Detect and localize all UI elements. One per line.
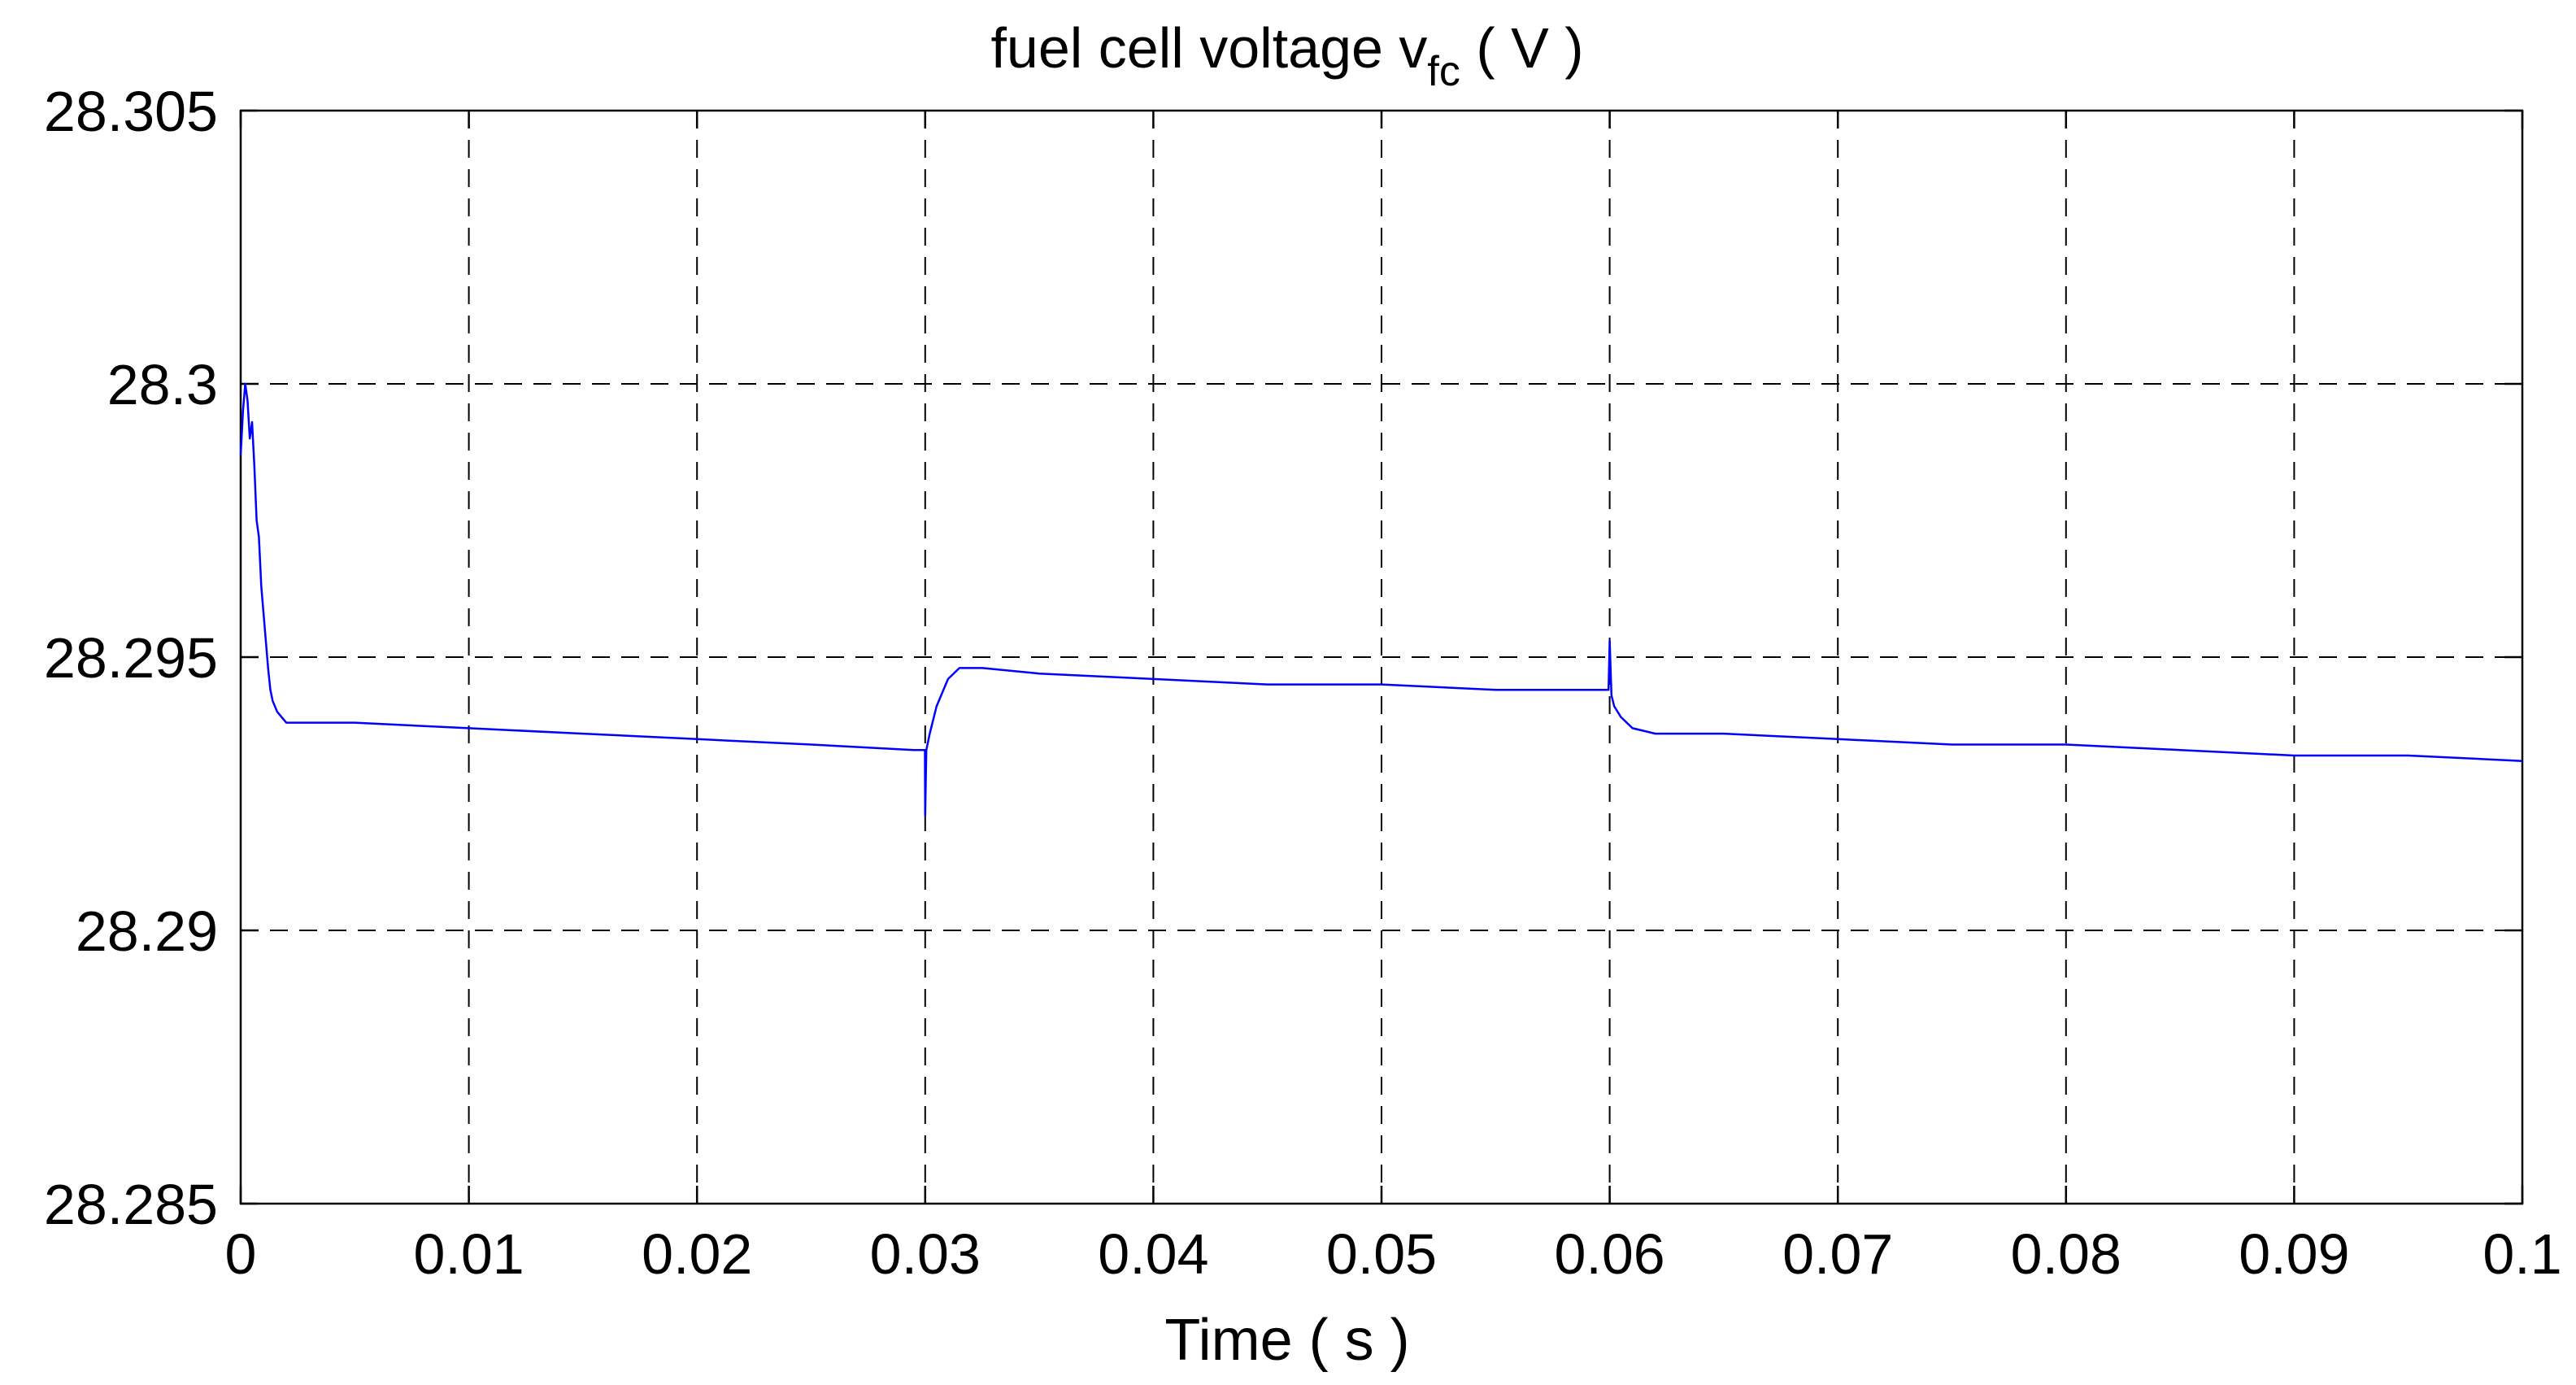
y-tick-labels: 28.305 28.3 28.295 28.29 28.285 [44, 80, 218, 1236]
data-point [2522, 760, 2523, 762]
data-point [981, 668, 983, 669]
x-tick-label: 0.04 [1098, 1222, 1208, 1286]
data-point [259, 536, 260, 538]
data-point [959, 668, 960, 669]
data-point [1495, 690, 1497, 691]
data-point [272, 700, 273, 702]
data-point [925, 749, 927, 751]
y-tick-label: 28.305 [44, 80, 218, 143]
data-point [1608, 690, 1609, 691]
data-point [1611, 695, 1612, 696]
data-point [947, 678, 949, 680]
data-point [245, 383, 246, 385]
x-tick-label: 0.1 [2482, 1222, 2561, 1286]
data-point [811, 744, 812, 746]
data-point [929, 733, 931, 734]
x-tick-label: 0.08 [2011, 1222, 2121, 1286]
x-tick-label: 0.06 [1554, 1222, 1664, 1286]
data-point [696, 738, 698, 740]
x-tick-label: 0 [225, 1222, 257, 1286]
chart-title-prefix: fuel cell voltage v [990, 16, 1427, 80]
data-point [913, 749, 915, 751]
data-point [1609, 640, 1611, 642]
data-point [265, 640, 267, 642]
data-point [2294, 755, 2295, 756]
x-tick-label: 0.02 [642, 1222, 752, 1286]
data-point [1723, 733, 1725, 734]
x-tick-labels: 0 0.01 0.02 0.03 0.04 0.05 0.06 0.07 0.08 0.09 0.1 [225, 1222, 2562, 1286]
chart-title: fuel cell voltage vfc ( V ) [990, 16, 1583, 95]
data-point [249, 438, 250, 439]
x-tick-label: 0.07 [1782, 1222, 1893, 1286]
data-point [936, 706, 938, 708]
y-tick-label: 28.3 [107, 353, 218, 416]
data-point [247, 399, 249, 401]
data-point [1621, 716, 1622, 718]
data-point [970, 668, 972, 669]
data-point [260, 586, 262, 587]
data-point [270, 690, 272, 691]
data-point [242, 411, 244, 412]
data-point [251, 421, 253, 423]
data-point [2179, 749, 2181, 751]
x-tick-label: 0.03 [870, 1222, 981, 1286]
data-point [925, 749, 926, 751]
data-point [1613, 706, 1615, 708]
data-point [281, 716, 283, 718]
data-point [285, 722, 287, 724]
data-point [582, 733, 584, 734]
data-point [1381, 684, 1382, 686]
data-point [1655, 733, 1656, 734]
x-tick-label: 0.01 [413, 1222, 524, 1286]
data-point [2408, 755, 2409, 756]
data-point [268, 668, 269, 669]
chart-title-suffix: ( V ) [1460, 16, 1584, 80]
data-point [468, 728, 470, 730]
data-point [355, 722, 356, 724]
data-point [1038, 673, 1040, 674]
x-axis-label: Time ( s ) [1164, 1308, 1409, 1373]
data-point [1153, 678, 1155, 680]
y-tick-label: 28.295 [44, 626, 218, 690]
axes [239, 109, 2524, 1205]
data-point [240, 455, 242, 456]
data-point [256, 520, 258, 521]
data-point [1604, 690, 1606, 691]
x-tick-label: 0.09 [2239, 1222, 2349, 1286]
data-point [2065, 744, 2067, 746]
y-tick-label: 28.29 [76, 899, 218, 963]
data-point [925, 815, 926, 817]
data-point [308, 722, 310, 724]
data-point [1952, 744, 1953, 746]
data-point [254, 465, 255, 467]
x-tick-label: 0.05 [1326, 1222, 1437, 1286]
series-line [239, 382, 2523, 817]
grid [241, 111, 2522, 1204]
data-point [1267, 684, 1268, 686]
y-tick-label: 28.285 [44, 1173, 218, 1236]
series-layer [239, 382, 2523, 817]
data-point [276, 711, 278, 712]
chart-title-subscript: fc [1427, 48, 1460, 95]
data-point [1632, 728, 1634, 730]
data-point [263, 612, 264, 614]
data-point [1837, 738, 1838, 740]
data-point [297, 722, 298, 724]
